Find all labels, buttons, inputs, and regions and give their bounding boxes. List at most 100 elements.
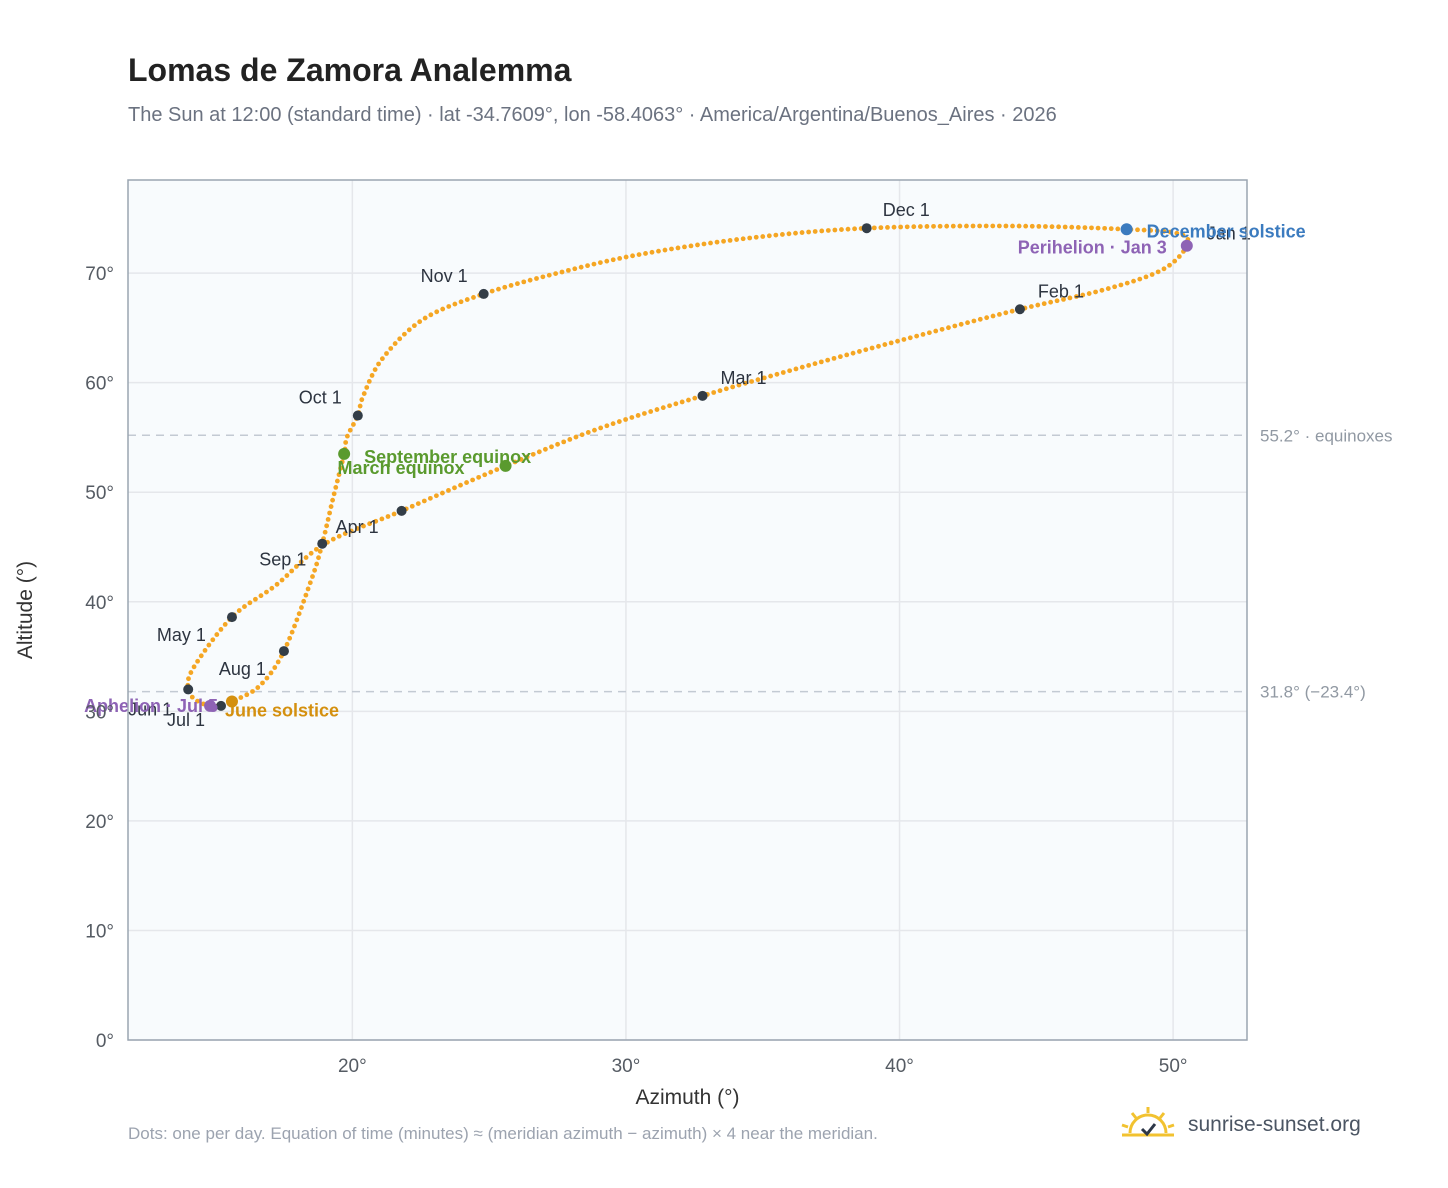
daily-sun-dot bbox=[964, 223, 969, 229]
daily-sun-dot bbox=[1099, 287, 1105, 293]
daily-sun-dot bbox=[464, 480, 469, 485]
daily-sun-dot bbox=[1080, 292, 1086, 298]
daily-sun-dot bbox=[218, 627, 224, 632]
daily-sun-dot bbox=[786, 231, 792, 237]
daily-sun-dot bbox=[336, 533, 342, 539]
daily-sun-dot bbox=[629, 415, 635, 420]
daily-sun-dot bbox=[1075, 225, 1081, 230]
daily-sun-dot bbox=[310, 574, 315, 579]
daily-sun-dot bbox=[1112, 284, 1118, 290]
daily-sun-dot bbox=[597, 260, 603, 266]
daily-sun-dot bbox=[347, 427, 353, 433]
daily-sun-dot bbox=[264, 675, 270, 681]
daily-sun-dot bbox=[555, 441, 560, 447]
brand-name: sunrise-sunset.org bbox=[1188, 1113, 1361, 1136]
daily-sun-dot bbox=[708, 240, 713, 246]
daily-sun-dot bbox=[573, 434, 579, 440]
y-tick-label: 10° bbox=[85, 921, 114, 942]
daily-sun-dot bbox=[579, 432, 585, 438]
daily-sun-dot bbox=[397, 336, 403, 342]
y-tick-label: 40° bbox=[85, 593, 114, 614]
daily-sun-dot bbox=[264, 589, 269, 595]
daily-sun-dot bbox=[907, 335, 913, 341]
daily-sun-dot bbox=[1082, 225, 1088, 231]
reference-line-label: 55.2° · equinoxes bbox=[1260, 426, 1393, 445]
daily-sun-dot bbox=[542, 446, 548, 452]
daily-sun-dot bbox=[401, 331, 407, 337]
daily-sun-dot bbox=[561, 439, 567, 445]
daily-sun-dot bbox=[434, 309, 440, 315]
daily-sun-dot bbox=[1035, 302, 1041, 308]
daily-sun-dot bbox=[649, 249, 655, 255]
month-marker bbox=[697, 390, 708, 401]
daily-sun-dot bbox=[623, 417, 628, 422]
daily-sun-dot bbox=[761, 375, 767, 381]
daily-sun-dot bbox=[195, 698, 200, 704]
daily-sun-dot bbox=[458, 482, 463, 488]
daily-sun-dot bbox=[850, 350, 856, 356]
month-label: Aug 1 bbox=[219, 659, 266, 679]
daily-sun-dot bbox=[793, 230, 798, 236]
daily-sun-dot bbox=[488, 469, 494, 475]
daily-sun-dot bbox=[314, 561, 320, 567]
x-axis-label: Azimuth (°) bbox=[635, 1086, 739, 1109]
daily-sun-dot bbox=[303, 592, 309, 598]
daily-sun-dot bbox=[366, 379, 372, 384]
daily-sun-dot bbox=[857, 349, 862, 354]
daily-sun-dot bbox=[316, 555, 321, 561]
daily-sun-dot bbox=[534, 276, 539, 281]
daily-sun-dot bbox=[1149, 272, 1155, 277]
daily-sun-dot bbox=[819, 228, 825, 234]
daily-sun-dot bbox=[324, 523, 330, 529]
daily-sun-dot bbox=[740, 236, 746, 242]
brand-link[interactable]: sunrise-sunset.org bbox=[1120, 1100, 1361, 1150]
daily-sun-dot bbox=[373, 518, 379, 524]
daily-sun-dot bbox=[1155, 269, 1161, 275]
daily-sun-dot bbox=[692, 395, 698, 401]
daily-sun-dot bbox=[1048, 299, 1054, 305]
daily-sun-dot bbox=[351, 422, 356, 427]
chart-title: Lomas de Zamora Analemma bbox=[128, 52, 572, 88]
daily-sun-dot bbox=[191, 664, 197, 670]
daily-sun-dot bbox=[307, 580, 313, 586]
daily-sun-dot bbox=[591, 261, 597, 267]
daily-sun-dot bbox=[931, 223, 936, 229]
daily-sun-dot bbox=[344, 433, 350, 439]
daily-sun-dot bbox=[660, 405, 666, 411]
daily-sun-dot bbox=[1180, 232, 1186, 238]
daily-sun-dot bbox=[236, 608, 242, 613]
daily-sun-dot bbox=[721, 238, 726, 244]
month-label: Jan 1 bbox=[1207, 224, 1251, 244]
daily-sun-dot bbox=[844, 352, 850, 358]
daily-sun-dot bbox=[189, 694, 195, 700]
daily-sun-dot bbox=[1095, 225, 1101, 231]
plot-area bbox=[128, 180, 1247, 1040]
daily-sun-dot bbox=[1086, 291, 1092, 296]
daily-sun-dot bbox=[268, 670, 274, 676]
daily-sun-dot bbox=[367, 521, 373, 527]
daily-sun-dot bbox=[446, 304, 452, 309]
daily-sun-dot bbox=[971, 318, 977, 324]
daily-sun-dot bbox=[1118, 282, 1124, 288]
daily-sun-dot bbox=[1061, 296, 1066, 302]
daily-sun-dot bbox=[391, 511, 397, 517]
daily-sun-dot bbox=[524, 454, 530, 460]
daily-sun-dot bbox=[527, 277, 533, 283]
daily-sun-dot bbox=[1023, 223, 1029, 229]
daily-sun-dot bbox=[701, 241, 707, 247]
daily-sun-dot bbox=[944, 223, 950, 229]
daily-sun-dot bbox=[1010, 223, 1015, 229]
daily-sun-dot bbox=[255, 685, 261, 690]
event-marker bbox=[204, 699, 217, 712]
daily-sun-dot bbox=[452, 485, 457, 491]
daily-sun-dot bbox=[540, 274, 546, 280]
daily-sun-dot bbox=[440, 306, 446, 312]
daily-sun-dot bbox=[1141, 227, 1147, 233]
daily-sun-dot bbox=[1124, 280, 1130, 286]
daily-sun-dot bbox=[1089, 225, 1094, 231]
daily-sun-dot bbox=[482, 472, 488, 478]
event-marker bbox=[225, 695, 238, 708]
daily-sun-dot bbox=[244, 692, 250, 698]
daily-sun-dot bbox=[357, 403, 363, 409]
daily-sun-dot bbox=[299, 605, 304, 610]
